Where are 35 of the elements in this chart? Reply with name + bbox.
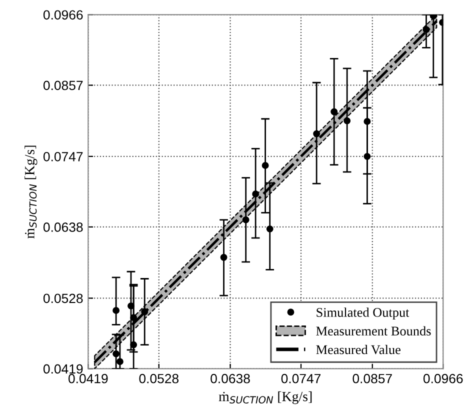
legend-label: Simulated Output <box>316 308 410 320</box>
point <box>220 254 228 261</box>
x-tick-label: 0.0419 <box>68 374 108 384</box>
point <box>344 117 351 124</box>
point <box>141 308 148 316</box>
point <box>330 108 338 116</box>
point <box>112 350 120 358</box>
legend-label: Measurement Bounds <box>316 326 431 336</box>
x-tick-label: 0.0857 <box>352 374 392 384</box>
x-tick-label: 0.0747 <box>281 374 321 384</box>
point <box>116 358 124 366</box>
point <box>266 225 274 232</box>
point <box>252 190 260 198</box>
point <box>262 162 269 169</box>
y-tick-label: 0.0638 <box>43 222 83 232</box>
y-tick-label: 0.0528 <box>43 294 83 304</box>
y-tick-label: 0.0747 <box>43 152 83 162</box>
point <box>364 118 371 125</box>
point <box>130 341 138 348</box>
point <box>422 26 430 34</box>
x-tick-label: 0.0638 <box>210 374 250 384</box>
point <box>313 130 320 138</box>
y-tick-label: 0.0857 <box>43 80 83 90</box>
y-axis-title: ṁ$_{SUCTION}$ [Kg/s] <box>24 146 38 238</box>
point <box>112 306 120 314</box>
x-axis-title: ṁ$_{SUCTION}$ [Kg/s] <box>218 391 312 404</box>
point <box>242 216 250 224</box>
y-tick-label: 0.0419 <box>43 364 83 374</box>
legend-label: Measured Value <box>316 344 400 354</box>
x-tick-label: 0.0966 <box>423 374 463 384</box>
point <box>364 152 371 160</box>
y-tick-label: 0.0966 <box>43 10 83 20</box>
point <box>130 314 138 322</box>
x-tick-label: 0.0528 <box>139 374 178 384</box>
point <box>128 302 134 310</box>
